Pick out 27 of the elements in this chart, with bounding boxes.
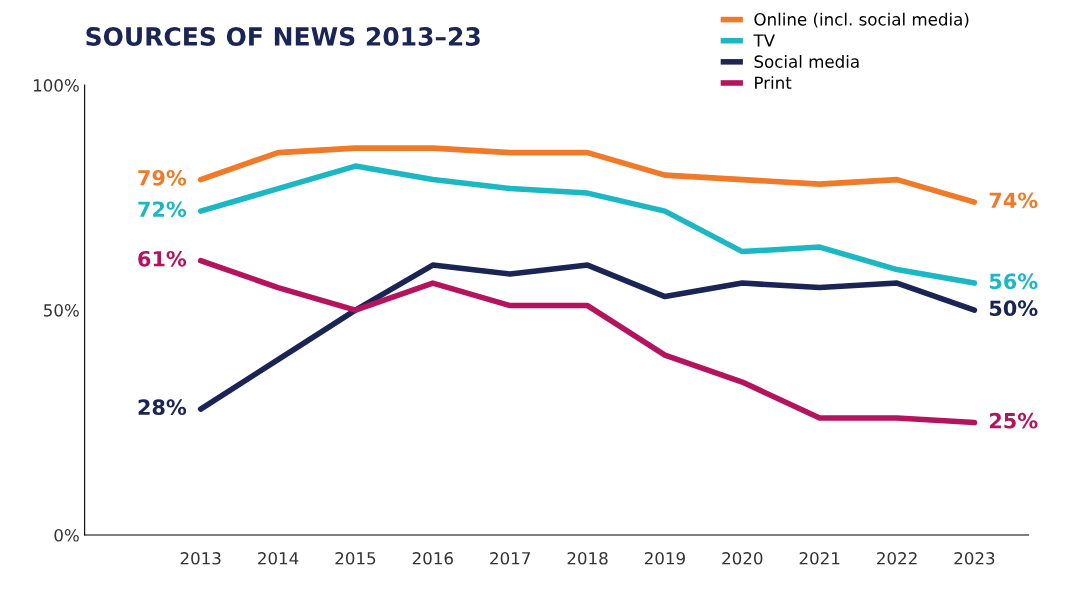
legend-label: TV [753,34,775,47]
x-tick-label: 2021 [799,552,840,565]
x-tick-label: 2022 [877,552,917,565]
data-label: 28% [138,399,187,416]
x-tick-label: 2016 [412,552,453,565]
legend-label: Online (incl. social media) [754,12,969,28]
x-tick-label: 2017 [490,552,530,565]
data-label: 79% [138,169,187,186]
legend-label: Print [755,76,792,89]
chart-title: SOURCES OF NEWS 2013–23 [86,27,480,46]
data-label: 25% [989,412,1038,429]
x-tick-label: 2018 [567,552,608,565]
y-tick-label: 100% [33,79,79,92]
x-tick-label: 2019 [644,552,685,565]
y-tick-label: 50% [44,304,79,317]
x-tick-label: 2013 [180,552,221,565]
data-label: 50% [989,300,1038,317]
data-label: 61% [138,250,187,267]
data-label: 72% [138,201,187,218]
legend-label: Social media [754,55,859,68]
x-tick-label: 2023 [954,552,995,565]
x-tick-label: 2015 [335,552,376,565]
x-tick-label: 2020 [722,552,763,565]
data-label: 56% [989,273,1038,290]
data-label: 74% [989,192,1038,209]
x-tick-label: 2014 [258,552,299,565]
y-tick-label: 0% [54,529,79,542]
